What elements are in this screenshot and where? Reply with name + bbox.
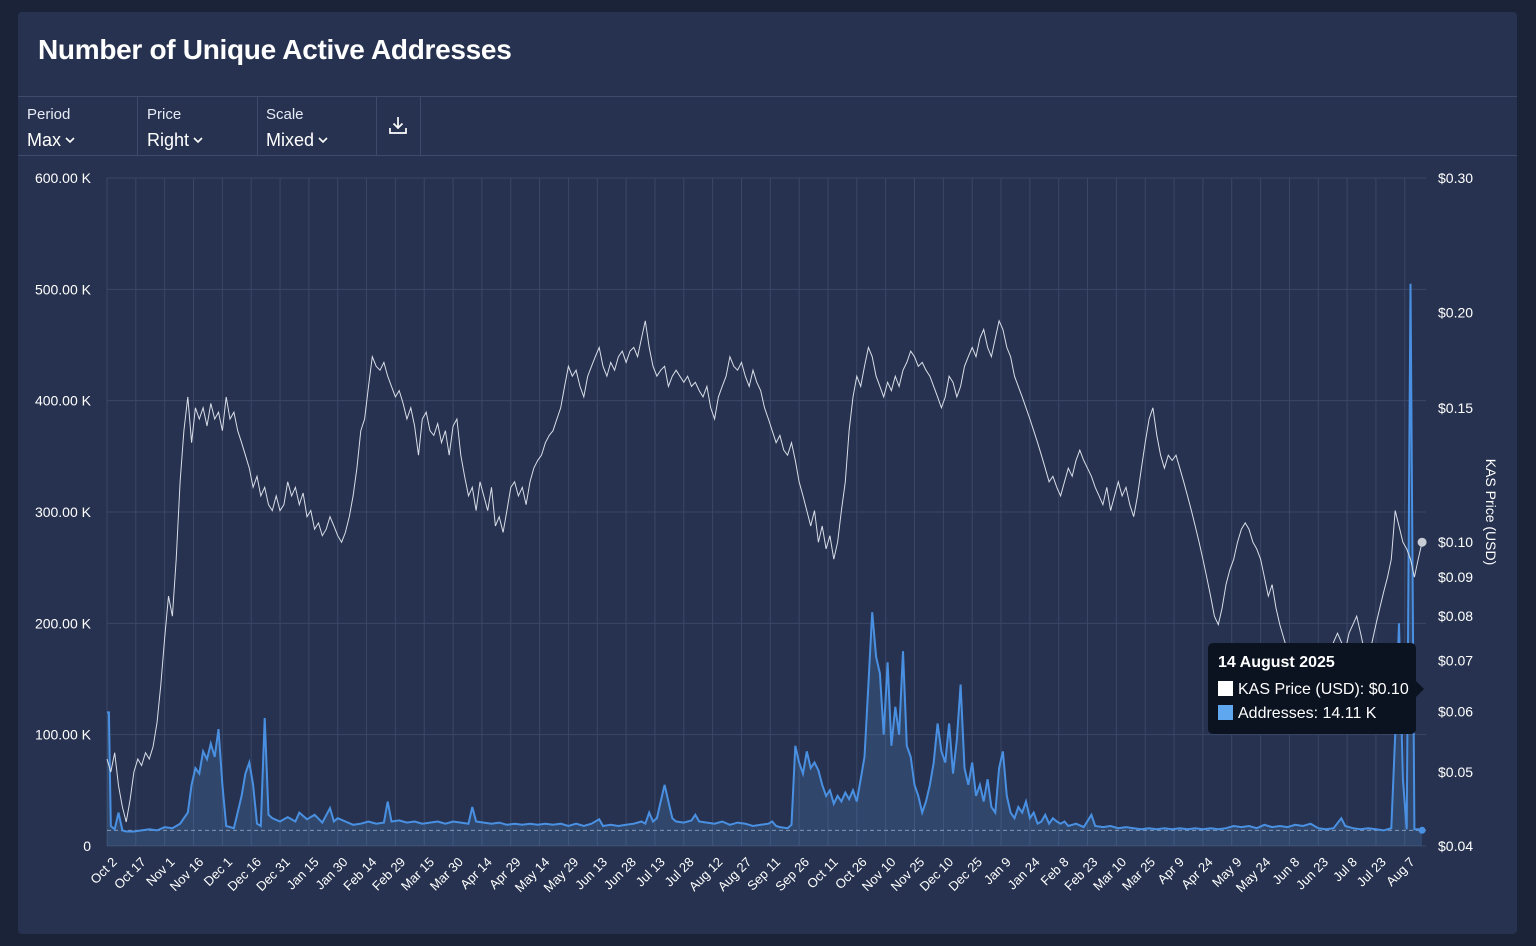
x-tick-label: Jul 13 [633,854,668,889]
y2-tick-label: $0.20 [1438,304,1473,320]
tooltip-addresses-row: Addresses: 14.11 K [1218,705,1376,723]
x-tick-label: Aug 7 [1383,854,1418,889]
x-tick-label: Apr 14 [457,854,495,892]
y2-tick-label: $0.08 [1438,608,1473,624]
y-tick-label: 100.00 K [35,727,92,743]
y-tick-label: 600.00 K [35,170,92,186]
x-tick-label: Jun 23 [1293,854,1331,892]
y-tick-label: 300.00 K [35,504,92,520]
x-tick-label: Apr 24 [1178,854,1216,892]
y2-tick-label: $0.10 [1438,534,1473,550]
x-tick-label: Oct 17 [111,854,149,892]
period-label: Period [27,106,71,123]
addresses-marker [1418,826,1426,834]
y2-tick-label: $0.05 [1438,764,1473,780]
x-tick-label: Jul 23 [1354,854,1389,889]
y2-tick-label: $0.07 [1438,652,1473,668]
y2-tick-label: $0.09 [1438,569,1473,585]
price-value: Right [147,128,203,151]
chevron-down-icon [65,128,75,149]
chevron-down-icon [193,128,203,149]
chart-toolbar: Period Max Price Right Scale Mixed [18,96,1517,156]
y-tick-label: 500.00 K [35,281,92,297]
y2-axis-title: KAS Price (USD) [1483,459,1499,566]
addresses-line [107,283,1423,833]
scale-label: Scale [266,106,304,123]
price-line [106,319,1423,823]
x-tick-label: Jun 28 [601,854,639,892]
price-label: Price [147,106,182,123]
y-tick-label: 200.00 K [35,615,92,631]
x-tick-label: Mar 25 [1119,854,1158,893]
x-tick-label: Mar 30 [427,854,466,893]
chevron-down-icon [318,128,328,149]
period-selector[interactable]: Period Max [18,97,138,155]
tooltip-addresses: Addresses: 14.11 K [1238,705,1377,722]
x-tick-label: Jan 24 [1005,854,1043,892]
tooltip-price-row: KAS Price (USD): $0.10 [1218,681,1409,699]
download-icon [389,117,407,134]
addresses-swatch [1218,705,1233,720]
chart-tooltip: 14 August 2025 KAS Price (USD): $0.10 Ad… [1208,643,1424,734]
price-marker [1417,537,1427,547]
y2-tick-label: $0.15 [1438,400,1473,416]
y-tick-label: 400.00 K [35,393,92,409]
scale-selector[interactable]: Scale Mixed [257,97,377,155]
page-title: Number of Unique Active Addresses [38,34,512,65]
scale-value-text: Mixed [266,130,315,150]
period-value: Max [27,128,75,151]
y2-tick-label: $0.06 [1438,704,1473,720]
y2-tick-label: $0.04 [1438,838,1473,854]
price-selector[interactable]: Price Right [138,97,258,155]
price-value-text: Right [147,130,190,150]
y-tick-label: 0 [83,838,91,854]
period-value-text: Max [27,130,62,150]
tooltip-date: 14 August 2025 [1218,654,1335,671]
addresses-area [107,283,1423,846]
price-swatch [1218,681,1233,696]
tooltip-price: KAS Price (USD): $0.10 [1238,681,1409,698]
scale-value: Mixed [266,128,328,151]
download-button[interactable] [376,97,421,155]
y2-tick-label: $0.30 [1438,170,1473,186]
